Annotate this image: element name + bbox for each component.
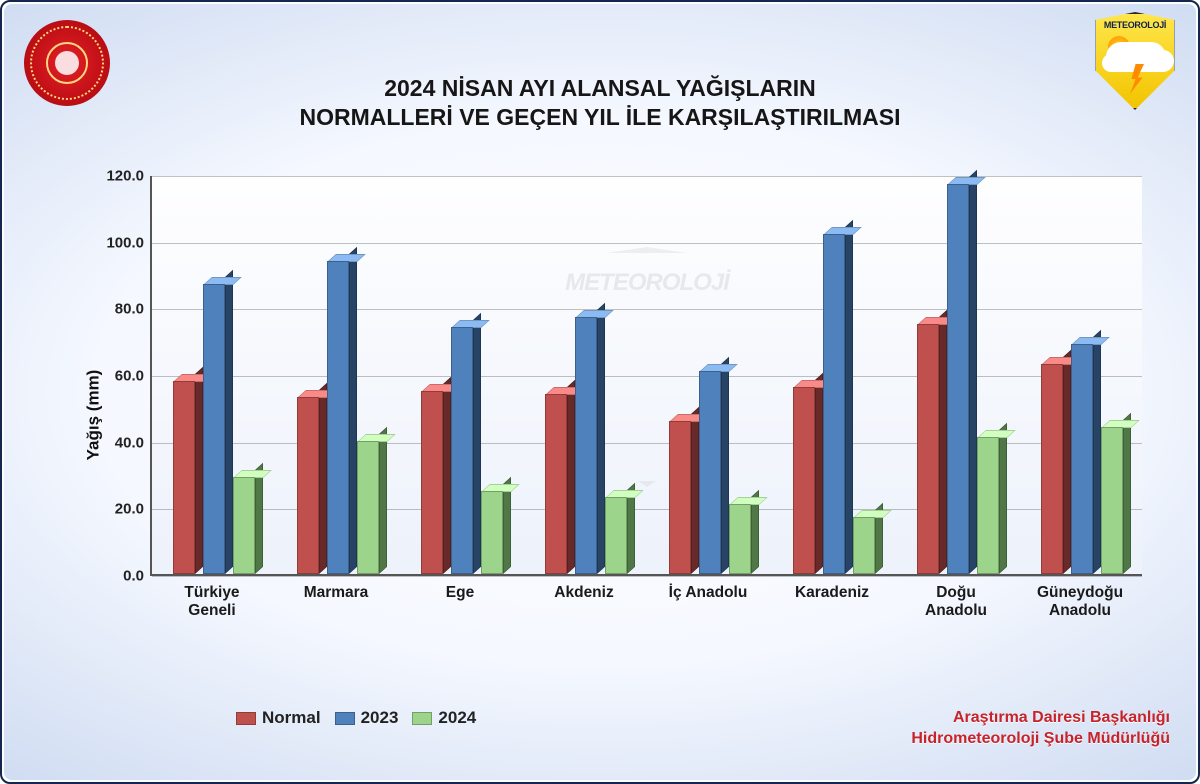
bar [669,421,691,574]
bar [297,397,319,574]
legend-label: 2023 [361,708,399,728]
legend-item: 2023 [335,708,399,728]
legend-swatch [236,712,256,725]
bar [173,381,195,574]
y-tick-label: 60.0 [115,368,144,385]
bar [1041,364,1063,574]
chart: Yağış (mm) METEOROLOJİ 0.020.040.060.080… [110,176,1142,654]
y-tick-label: 120.0 [106,168,144,185]
x-tick-label: Ege [395,584,525,602]
x-tick-label: DoğuAnadolu [891,584,1021,621]
bar [823,234,845,574]
title-line-2: NORMALLERİ VE GEÇEN YIL İLE KARŞILAŞTIRI… [2,103,1198,132]
bar [233,477,255,574]
bar [605,497,627,574]
y-tick-label: 0.0 [123,568,144,585]
legend-item: Normal [236,708,321,728]
bar [729,504,751,574]
credit-line-1: Araştırma Dairesi Başkanlığı [911,707,1170,729]
bar [451,327,473,574]
canvas: METEOROLOJİ 2024 NİSAN AYI ALANSAL YAĞIŞ… [0,0,1200,784]
chart-title: 2024 NİSAN AYI ALANSAL YAĞIŞLARIN NORMAL… [2,74,1198,132]
bar [793,387,815,574]
bar [1071,344,1093,574]
bar [481,491,503,574]
y-tick-label: 100.0 [106,234,144,251]
legend-swatch [335,712,355,725]
y-tick-label: 20.0 [115,501,144,518]
y-tick-label: 80.0 [115,301,144,318]
x-tick-label: Akdeniz [519,584,649,602]
x-tick-label: GüneydoğuAnadolu [1015,584,1145,621]
bar [357,441,379,574]
bar [917,324,939,574]
legend-label: Normal [262,708,321,728]
bar [853,517,875,574]
legend-swatch [412,712,432,725]
grid-line [152,576,1142,577]
y-tick-label: 40.0 [115,434,144,451]
bar [947,184,969,574]
bar [977,437,999,574]
bar [327,261,349,574]
credit: Araştırma Dairesi Başkanlığı Hidrometeor… [911,707,1170,750]
credit-line-2: Hidrometeoroloji Şube Müdürlüğü [911,728,1170,750]
bar [699,371,721,574]
legend-label: 2024 [438,708,476,728]
logo-brand-text: METEOROLOJİ [1096,20,1174,30]
x-tick-label: Karadeniz [767,584,897,602]
bar [203,284,225,574]
bar [1101,427,1123,574]
x-tick-label: TürkiyeGeneli [147,584,277,621]
legend: Normal 2023 2024 [236,708,476,728]
x-tick-label: İç Anadolu [643,584,773,602]
legend-item: 2024 [412,708,476,728]
bar [545,394,567,574]
x-tick-label: Marmara [271,584,401,602]
bar [575,317,597,574]
bar [421,391,443,574]
y-axis-label: Yağış (mm) [83,370,103,461]
plot-area: METEOROLOJİ 0.020.040.060.080.0100.0120.… [150,176,1142,576]
title-line-1: 2024 NİSAN AYI ALANSAL YAĞIŞLARIN [2,74,1198,103]
